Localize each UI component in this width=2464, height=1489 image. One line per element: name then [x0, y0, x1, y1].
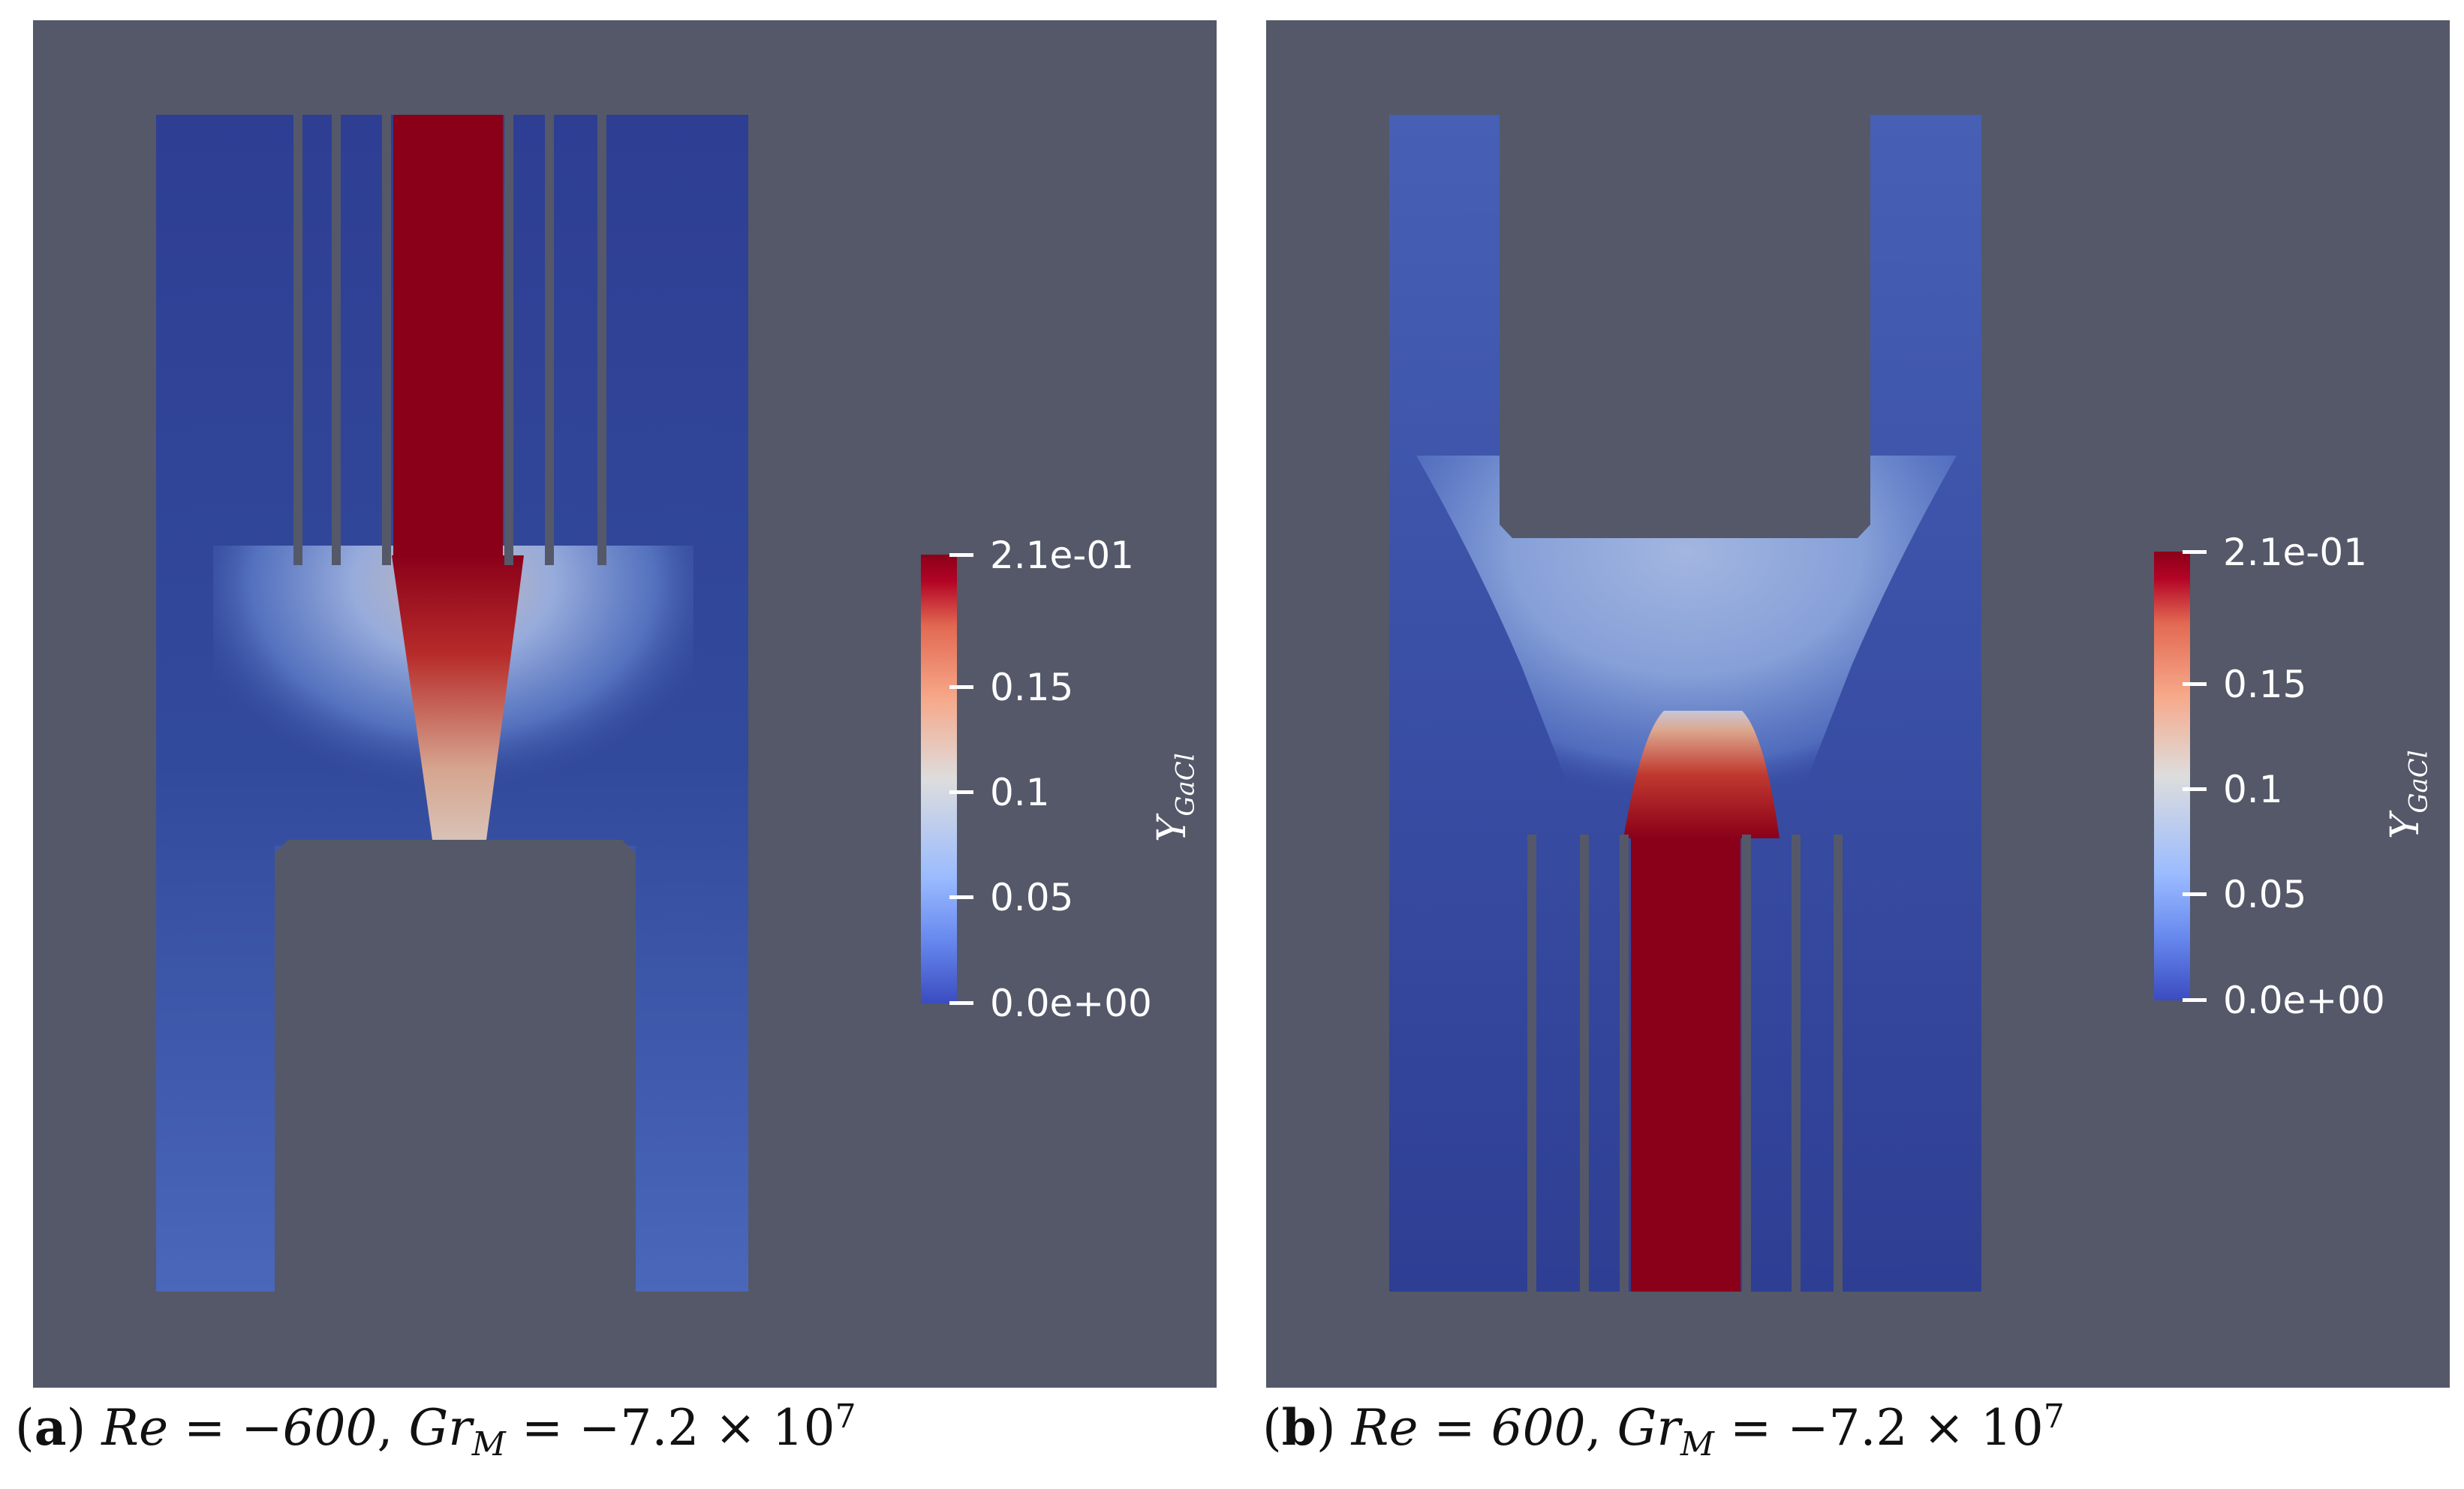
- panel-a-concentration-field: [156, 115, 748, 1388]
- panel-b-caption: (b) Re = 600, GrM = −7.2 × 107: [1262, 1397, 2065, 1464]
- panel-a-plume: [392, 555, 524, 840]
- panel-b-plot: 2.1e-01 0.15 0.1 0.05 0.0e+00 YGaCl: [1266, 20, 2450, 1388]
- panel-b-obstacle: [1500, 20, 1870, 538]
- panel-a-colorbar-title: YGaCl: [1150, 753, 1201, 842]
- panel-b-inlet-channel: [1631, 837, 1740, 1292]
- panel-b-tick-label: 0.1: [2223, 768, 2283, 811]
- panel-a-colorbar: [921, 555, 957, 1003]
- panel-a-inlet-channel: [393, 115, 503, 558]
- panel-a-tick-label: 0.0e+00: [990, 982, 1152, 1025]
- panel-b-tick-label: 0.15: [2223, 663, 2307, 706]
- panel-b-tick-label: 0.0e+00: [2223, 979, 2385, 1022]
- panel-b-concentration-field: [1389, 20, 1981, 1292]
- panel-a-caption: (a) Re = −600, GrM = −7.2 × 107: [15, 1397, 856, 1464]
- panel-b-plume: [1623, 711, 1780, 838]
- panel-a-tick-label: 2.1e-01: [990, 534, 1134, 577]
- panel-b-tick-label: 0.05: [2223, 873, 2307, 916]
- panel-a-tick-label: 0.1: [990, 771, 1050, 814]
- panel-a-tick-label: 0.05: [990, 876, 1074, 919]
- panel-a-plot: 2.1e-01 0.15 0.1 0.05 0.0e+00 YGaCl: [33, 20, 1217, 1388]
- panel-b-tick-label: 2.1e-01: [2223, 531, 2367, 574]
- panel-a-tick-label: 0.15: [990, 666, 1074, 709]
- panel-a-obstacle: [275, 840, 636, 1388]
- panel-b-colorbar-title: YGaCl: [2383, 750, 2434, 839]
- panel-b-colorbar: [2154, 552, 2190, 1000]
